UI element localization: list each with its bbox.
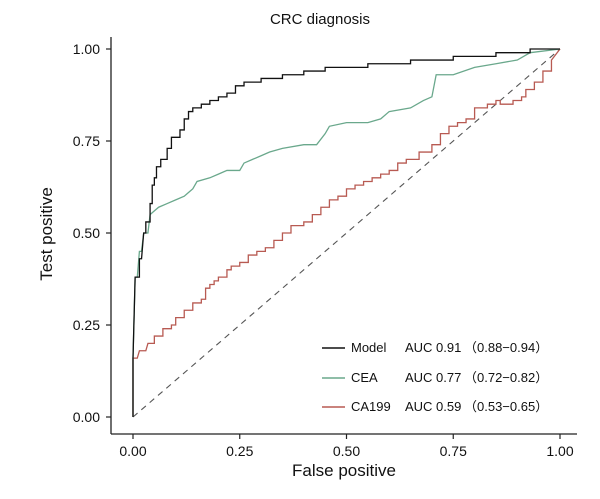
y-tick-label: 0.50 (73, 225, 100, 241)
legend-ci: （0.88−0.94） (464, 340, 548, 355)
y-tick-label: 0.75 (73, 133, 100, 149)
x-tick-label: 0.50 (333, 443, 360, 459)
legend-item-ca199: CA199 AUC 0.59 （0.53−0.65） (322, 399, 548, 414)
legend-series-name: CA199 (351, 399, 391, 414)
legend-auc: AUC 0.59 (405, 399, 461, 414)
y-axis-ticks: 0.00 0.25 0.50 0.75 1.00 (73, 41, 111, 425)
reference-diagonal (132, 48, 561, 418)
legend-ci: （0.72−0.82） (464, 370, 548, 385)
y-tick-label: 0.00 (73, 409, 100, 425)
chart-title: CRC diagnosis (270, 11, 370, 28)
x-tick-label: 0.25 (226, 443, 253, 459)
series-line-model (132, 48, 560, 417)
legend-ci: （0.53−0.65） (464, 399, 548, 414)
x-axis-title: False positive (292, 461, 396, 480)
legend-series-name: CEA (351, 370, 378, 385)
x-axis-ticks: 0.00 0.25 0.50 0.75 1.00 (119, 434, 574, 459)
legend-auc: AUC 0.91 (405, 340, 461, 355)
x-tick-label: 1.00 (546, 443, 573, 459)
legend: Model AUC 0.91 （0.88−0.94） CEA AUC 0.77 （0.72… (322, 340, 548, 414)
series-line-cea (132, 48, 561, 417)
plot-area (132, 48, 561, 418)
series-line-ca199 (132, 48, 561, 417)
y-tick-label: 0.25 (73, 317, 100, 333)
x-tick-label: 0.00 (119, 443, 146, 459)
legend-auc: AUC 0.77 (405, 370, 461, 385)
y-axis-title: Test positive (37, 187, 56, 281)
legend-item-model: Model AUC 0.91 （0.88−0.94） (322, 340, 548, 355)
legend-series-name: Model (351, 340, 387, 355)
legend-item-cea: CEA AUC 0.77 （0.72−0.82） (322, 370, 548, 385)
y-tick-label: 1.00 (73, 41, 100, 57)
x-tick-label: 0.75 (440, 443, 467, 459)
